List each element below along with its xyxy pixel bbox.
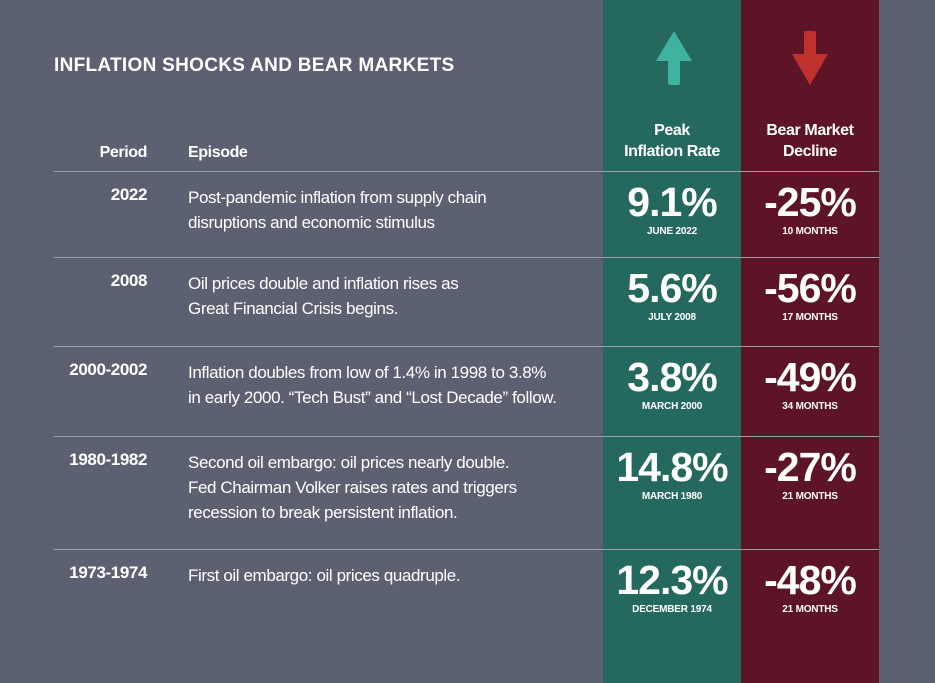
- peak-inflation-date: JUNE 2022: [647, 226, 697, 237]
- episode-line: First oil embargo: oil prices quadruple.: [188, 566, 461, 585]
- row-divider: [54, 346, 879, 347]
- peak-inflation-value: 12.3%: [616, 557, 728, 603]
- episode-line: Post-pandemic inflation from supply chai…: [188, 188, 487, 207]
- bear-decline-value: -48%: [764, 557, 857, 603]
- row-divider: [54, 171, 879, 172]
- peak-inflation-value: 14.8%: [616, 444, 728, 490]
- peak-inflation-date: DECEMBER 1974: [632, 604, 712, 615]
- episode-line: disruptions and economic stimulus: [188, 213, 435, 232]
- episode-line: Fed Chairman Volker raises rates and tri…: [188, 478, 517, 497]
- period-cell: 1973-1974: [69, 563, 147, 582]
- header-line: Bear Market: [766, 122, 854, 139]
- bear-decline-duration: 21 MONTHS: [782, 491, 838, 502]
- header-period: Period: [99, 144, 148, 161]
- bear-decline-duration: 21 MONTHS: [782, 604, 838, 615]
- period-cell: 1980-1982: [69, 450, 147, 469]
- decline-column: [741, 0, 879, 683]
- episode-cell: Second oil embargo: oil prices nearly do…: [188, 450, 608, 525]
- bear-decline-duration: 10 MONTHS: [782, 226, 838, 237]
- row-divider: [54, 549, 879, 550]
- header-line: Decline: [782, 143, 838, 160]
- episode-line: Oil prices double and inflation rises as: [188, 274, 459, 293]
- peak-inflation-date: JULY 2008: [648, 312, 696, 323]
- episode-cell: Oil prices double and inflation rises as…: [188, 271, 608, 321]
- episode-cell: First oil embargo: oil prices quadruple.: [188, 563, 608, 588]
- peak-inflation-value: 9.1%: [627, 179, 717, 225]
- bear-decline-duration: 17 MONTHS: [782, 312, 838, 323]
- period-cell: 2000-2002: [69, 360, 147, 379]
- peak-inflation-value: 5.6%: [627, 265, 717, 311]
- row-divider: [54, 436, 879, 437]
- bear-decline-value: -25%: [764, 179, 857, 225]
- page-title: INFLATION SHOCKS AND BEAR MARKETS: [54, 55, 455, 76]
- header-line: Peak: [654, 122, 690, 139]
- episode-cell: Post-pandemic inflation from supply chai…: [188, 185, 608, 235]
- peak-inflation-date: MARCH 2000: [641, 401, 703, 412]
- episode-line: Inflation doubles from low of 1.4% in 19…: [188, 363, 547, 382]
- peak-inflation-value: 3.8%: [627, 354, 717, 400]
- header-episode: Episode: [188, 144, 248, 161]
- arrow-up-icon: [656, 31, 692, 85]
- period-cell: 2022: [110, 185, 148, 204]
- bear-decline-value: -27%: [764, 444, 857, 490]
- peak-inflation-date: MARCH 1980: [641, 491, 703, 502]
- inflation-column: [603, 0, 741, 683]
- header-peak-inflation: Peak Inflation Rate: [603, 120, 741, 162]
- bear-decline-duration: 34 MONTHS: [782, 401, 838, 412]
- episode-cell: Inflation doubles from low of 1.4% in 19…: [188, 360, 608, 410]
- episode-line: in early 2000. “Tech Bust” and “Lost Dec…: [188, 388, 557, 407]
- bear-decline-value: -49%: [764, 354, 857, 400]
- row-divider: [54, 257, 879, 258]
- arrow-down-icon: [792, 31, 828, 85]
- bear-decline-value: -56%: [764, 265, 857, 311]
- header-bear-decline: Bear Market Decline: [741, 120, 879, 162]
- header-line: Inflation Rate: [624, 143, 720, 160]
- episode-line: recession to break persistent inflation.: [188, 503, 458, 522]
- episode-line: Second oil embargo: oil prices nearly do…: [188, 453, 510, 472]
- episode-line: Great Financial Crisis begins.: [188, 299, 399, 318]
- period-cell: 2008: [110, 271, 148, 290]
